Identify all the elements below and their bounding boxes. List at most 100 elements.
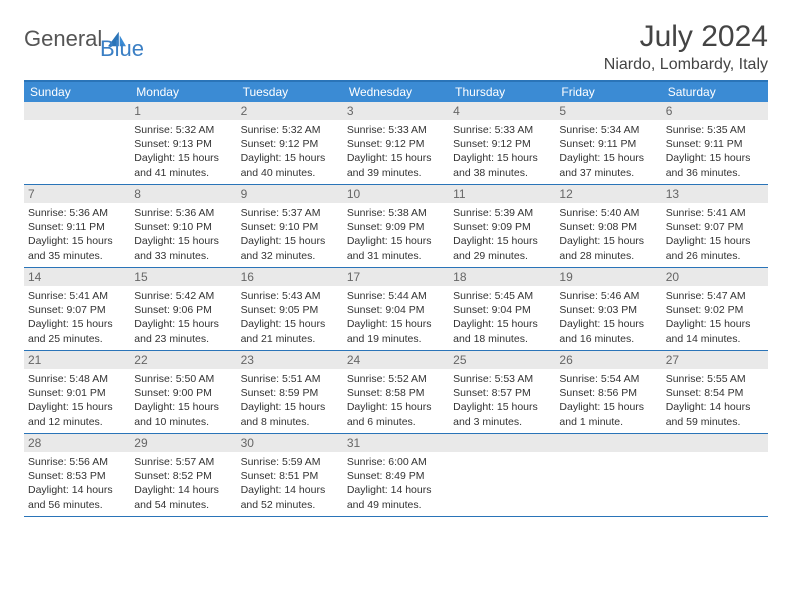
month-title: July 2024	[604, 20, 768, 54]
day-number: 26	[555, 351, 661, 369]
daylight-text: and 16 minutes.	[559, 332, 657, 346]
daylight-text: and 56 minutes.	[28, 498, 126, 512]
sunrise-text: Sunrise: 5:34 AM	[559, 123, 657, 137]
weekday-header: Tuesday	[237, 82, 343, 102]
empty-day-bar	[662, 434, 768, 452]
day-number: 12	[555, 185, 661, 203]
day-cell: 28Sunrise: 5:56 AMSunset: 8:53 PMDayligh…	[24, 434, 130, 516]
daylight-text: Daylight: 15 hours	[241, 317, 339, 331]
sunrise-text: Sunrise: 5:59 AM	[241, 455, 339, 469]
daylight-text: Daylight: 15 hours	[453, 400, 551, 414]
day-cell: 20Sunrise: 5:47 AMSunset: 9:02 PMDayligh…	[662, 268, 768, 350]
daylight-text: Daylight: 15 hours	[453, 317, 551, 331]
empty-day-cell	[24, 102, 130, 184]
day-number: 7	[24, 185, 130, 203]
daylight-text: Daylight: 15 hours	[347, 317, 445, 331]
sunrise-text: Sunrise: 5:40 AM	[559, 206, 657, 220]
sunset-text: Sunset: 9:13 PM	[134, 137, 232, 151]
sunrise-text: Sunrise: 5:52 AM	[347, 372, 445, 386]
day-number: 2	[237, 102, 343, 120]
day-cell: 30Sunrise: 5:59 AMSunset: 8:51 PMDayligh…	[237, 434, 343, 516]
day-number: 15	[130, 268, 236, 286]
empty-day-cell	[449, 434, 555, 516]
sunrise-text: Sunrise: 5:41 AM	[28, 289, 126, 303]
day-cell: 6Sunrise: 5:35 AMSunset: 9:11 PMDaylight…	[662, 102, 768, 184]
daylight-text: and 21 minutes.	[241, 332, 339, 346]
day-number: 31	[343, 434, 449, 452]
daylight-text: and 1 minute.	[559, 415, 657, 429]
daylight-text: Daylight: 14 hours	[347, 483, 445, 497]
sunset-text: Sunset: 9:11 PM	[28, 220, 126, 234]
daylight-text: and 10 minutes.	[134, 415, 232, 429]
day-cell: 22Sunrise: 5:50 AMSunset: 9:00 PMDayligh…	[130, 351, 236, 433]
day-cell: 31 Sunrise: 6:00 AMSunset: 8:49 PMDayligh…	[343, 434, 449, 516]
sunset-text: Sunset: 9:06 PM	[134, 303, 232, 317]
sunrise-text: Sunrise: 5:55 AM	[666, 372, 764, 386]
sunset-text: Sunset: 9:01 PM	[28, 386, 126, 400]
empty-day-bar	[555, 434, 661, 452]
sunrise-text: Sunrise: 5:53 AM	[453, 372, 551, 386]
weekday-header-row: SundayMondayTuesdayWednesdayThursdayFrid…	[24, 82, 768, 102]
sunset-text: Sunset: 9:10 PM	[134, 220, 232, 234]
daylight-text: Daylight: 15 hours	[453, 234, 551, 248]
daylight-text: and 33 minutes.	[134, 249, 232, 263]
day-cell: 5Sunrise: 5:34 AMSunset: 9:11 PMDaylight…	[555, 102, 661, 184]
sunset-text: Sunset: 8:49 PM	[347, 469, 445, 483]
day-number: 28	[24, 434, 130, 452]
location-label: Niardo, Lombardy, Italy	[604, 56, 768, 74]
sunrise-text: Sunrise: 5:46 AM	[559, 289, 657, 303]
daylight-text: Daylight: 15 hours	[666, 151, 764, 165]
day-cell: 26Sunrise: 5:54 AMSunset: 8:56 PMDayligh…	[555, 351, 661, 433]
day-number: 11	[449, 185, 555, 203]
day-number: 1	[130, 102, 236, 120]
daylight-text: Daylight: 15 hours	[134, 400, 232, 414]
day-number: 19	[555, 268, 661, 286]
week-row: 14Sunrise: 5:41 AMSunset: 9:07 PMDayligh…	[24, 268, 768, 351]
day-cell: 2Sunrise: 5:32 AMSunset: 9:12 PMDaylight…	[237, 102, 343, 184]
sunrise-text: Sunrise: 6:00 AM	[347, 455, 445, 469]
sunrise-text: Sunrise: 5:44 AM	[347, 289, 445, 303]
day-number: 3	[343, 102, 449, 120]
daylight-text: and 19 minutes.	[347, 332, 445, 346]
day-number: 22	[130, 351, 236, 369]
week-row: 21Sunrise: 5:48 AMSunset: 9:01 PMDayligh…	[24, 351, 768, 434]
daylight-text: Daylight: 15 hours	[241, 151, 339, 165]
daylight-text: Daylight: 15 hours	[559, 151, 657, 165]
day-number: 23	[237, 351, 343, 369]
sunrise-text: Sunrise: 5:43 AM	[241, 289, 339, 303]
daylight-text: and 41 minutes.	[134, 166, 232, 180]
day-cell: 4Sunrise: 5:33 AMSunset: 9:12 PMDaylight…	[449, 102, 555, 184]
daylight-text: and 6 minutes.	[347, 415, 445, 429]
sunrise-text: Sunrise: 5:51 AM	[241, 372, 339, 386]
day-cell: 24Sunrise: 5:52 AMSunset: 8:58 PMDayligh…	[343, 351, 449, 433]
sunset-text: Sunset: 9:11 PM	[666, 137, 764, 151]
daylight-text: Daylight: 15 hours	[559, 234, 657, 248]
daylight-text: and 18 minutes.	[453, 332, 551, 346]
empty-day-cell	[555, 434, 661, 516]
day-number: 27	[662, 351, 768, 369]
day-cell: 17Sunrise: 5:44 AMSunset: 9:04 PMDayligh…	[343, 268, 449, 350]
day-cell: 25Sunrise: 5:53 AMSunset: 8:57 PMDayligh…	[449, 351, 555, 433]
sunset-text: Sunset: 8:52 PM	[134, 469, 232, 483]
day-number: 20	[662, 268, 768, 286]
daylight-text: Daylight: 15 hours	[28, 317, 126, 331]
day-cell: 15 Sunrise: 5:42 AMSunset: 9:06 PMDayligh…	[130, 268, 236, 350]
sunrise-text: Sunrise: 5:38 AM	[347, 206, 445, 220]
sunrise-text: Sunrise: 5:41 AM	[666, 206, 764, 220]
day-cell: 10Sunrise: 5:38 AMSunset: 9:09 PMDayligh…	[343, 185, 449, 267]
sunset-text: Sunset: 9:02 PM	[666, 303, 764, 317]
daylight-text: Daylight: 15 hours	[241, 400, 339, 414]
daylight-text: and 40 minutes.	[241, 166, 339, 180]
day-cell: 7Sunrise: 5:36 AMSunset: 9:11 PMDaylight…	[24, 185, 130, 267]
daylight-text: and 36 minutes.	[666, 166, 764, 180]
weekday-header: Monday	[130, 82, 236, 102]
sunrise-text: Sunrise: 5:57 AM	[134, 455, 232, 469]
sunset-text: Sunset: 9:09 PM	[347, 220, 445, 234]
daylight-text: Daylight: 15 hours	[134, 317, 232, 331]
sunrise-text: Sunrise: 5:33 AM	[347, 123, 445, 137]
sunrise-text: Sunrise: 5:35 AM	[666, 123, 764, 137]
day-number: 10	[343, 185, 449, 203]
sunrise-text: Sunrise: 5:42 AM	[134, 289, 232, 303]
weekday-header: Thursday	[449, 82, 555, 102]
day-cell: 16Sunrise: 5:43 AMSunset: 9:05 PMDayligh…	[237, 268, 343, 350]
